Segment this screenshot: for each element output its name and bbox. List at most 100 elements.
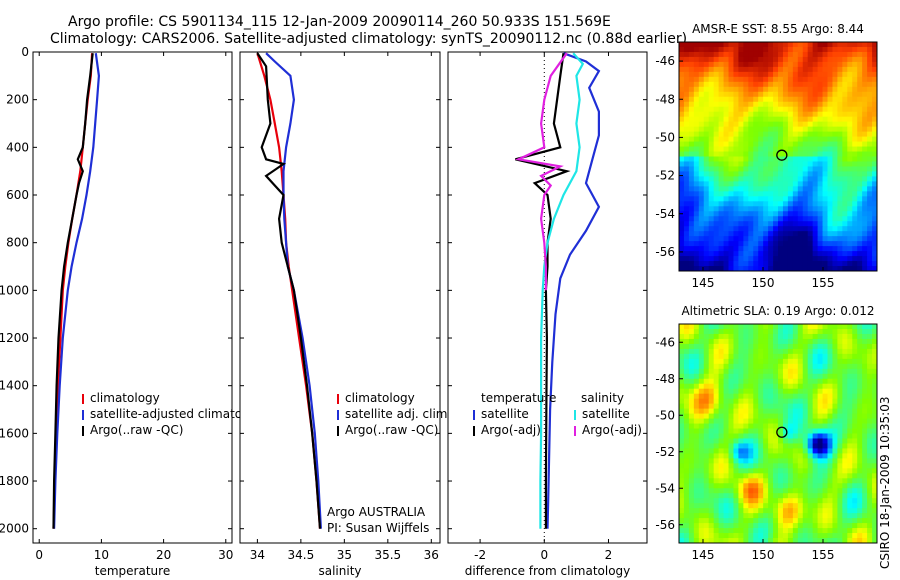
- map-cell: [758, 328, 764, 335]
- map-cell: [708, 448, 715, 454]
- map-cell: [852, 66, 858, 73]
- map-cell: [832, 66, 838, 73]
- map-cell: [852, 403, 858, 410]
- map-cell: [862, 76, 868, 83]
- map-cell: [703, 176, 710, 182]
- map-cell: [857, 473, 863, 479]
- map-cell: [753, 196, 759, 202]
- map-cell: [743, 393, 749, 400]
- map-cell: [807, 236, 814, 242]
- map-cell: [852, 181, 858, 187]
- map-cell: [792, 101, 799, 108]
- map-cell: [792, 201, 799, 207]
- map-cell: [723, 503, 729, 509]
- map-cell: [797, 433, 804, 439]
- map-cell: [807, 533, 814, 539]
- map-cell: [862, 91, 868, 98]
- map-cell: [847, 388, 853, 395]
- map-cell: [802, 473, 809, 479]
- map-cell: [768, 176, 774, 182]
- map-cell: [842, 171, 848, 177]
- map-cell: [703, 206, 710, 212]
- legend-label: Argo(-adj): [582, 423, 642, 437]
- map-cell: [708, 66, 715, 73]
- map-cell: [827, 518, 833, 524]
- map-cell: [847, 363, 853, 370]
- map-cell: [857, 488, 863, 494]
- map-cell: [778, 196, 784, 202]
- map-cell: [773, 261, 779, 267]
- map-cell: [862, 443, 868, 449]
- map-cell: [748, 338, 754, 345]
- map-cell: [723, 378, 729, 385]
- map-cell: [867, 403, 873, 410]
- map-cell: [792, 56, 799, 63]
- map-cell: [743, 478, 749, 484]
- map-cell: [832, 328, 838, 335]
- map-cell: [852, 131, 858, 137]
- map-cell: [718, 383, 724, 390]
- map-cell: [753, 121, 759, 128]
- map-cell: [857, 408, 863, 414]
- map-cell: [713, 408, 719, 414]
- map-cell: [693, 433, 700, 439]
- map-cell: [688, 373, 695, 380]
- map-cell: [733, 221, 739, 227]
- map-cell: [743, 171, 749, 177]
- map-cell: [743, 206, 749, 212]
- map-cell: [758, 498, 764, 504]
- map-cell: [763, 216, 769, 222]
- map-cell: [812, 236, 818, 242]
- legend-label: satellite adj. clim.: [345, 407, 451, 421]
- map-cell: [768, 438, 774, 444]
- map-cell: [728, 413, 734, 419]
- map-cell: [792, 523, 799, 529]
- map-cell: [743, 61, 749, 68]
- map-cell: [743, 443, 749, 449]
- map-cell: [753, 518, 759, 524]
- map-cell: [728, 246, 734, 252]
- map-cell: [782, 96, 789, 103]
- map-cell: [827, 71, 833, 78]
- map-cell: [683, 266, 690, 272]
- map-cell: [728, 61, 734, 68]
- map-cell: [708, 478, 715, 484]
- map-cell: [847, 161, 853, 167]
- map-cell: [782, 71, 789, 78]
- argo-position-marker: [776, 149, 788, 161]
- map-cell: [787, 388, 794, 395]
- map-cell: [842, 433, 848, 439]
- map-cell: [773, 221, 779, 227]
- map-cell: [773, 166, 779, 172]
- map-cell: [792, 126, 799, 133]
- map-cell: [812, 156, 818, 162]
- map-cell: [852, 46, 858, 53]
- map-cell: [802, 378, 809, 385]
- map-cell: [837, 478, 843, 484]
- map-cell: [723, 453, 729, 459]
- map-cell: [753, 211, 759, 217]
- map-cell: [797, 423, 804, 429]
- map-cell: [758, 216, 764, 222]
- map-cell: [822, 518, 828, 524]
- y-tick-label: -50: [655, 408, 675, 422]
- map-cell: [708, 186, 715, 192]
- map-cell: [688, 343, 695, 350]
- map-cell: [718, 166, 724, 172]
- map-cell: [817, 433, 823, 439]
- map-cell: [723, 191, 729, 197]
- map-cell: [872, 256, 878, 262]
- map-cell: [857, 498, 863, 504]
- map-cell: [827, 443, 833, 449]
- map-cell: [787, 46, 794, 53]
- map-cell: [872, 221, 878, 227]
- map-cell: [842, 256, 848, 262]
- map-cell: [728, 533, 734, 539]
- map-cell: [718, 131, 724, 137]
- map-cell: [822, 181, 828, 187]
- map-cell: [693, 121, 700, 128]
- map-cell: [812, 191, 818, 197]
- map-cell: [703, 348, 710, 355]
- map-cell: [857, 156, 863, 162]
- map-cell: [832, 353, 838, 360]
